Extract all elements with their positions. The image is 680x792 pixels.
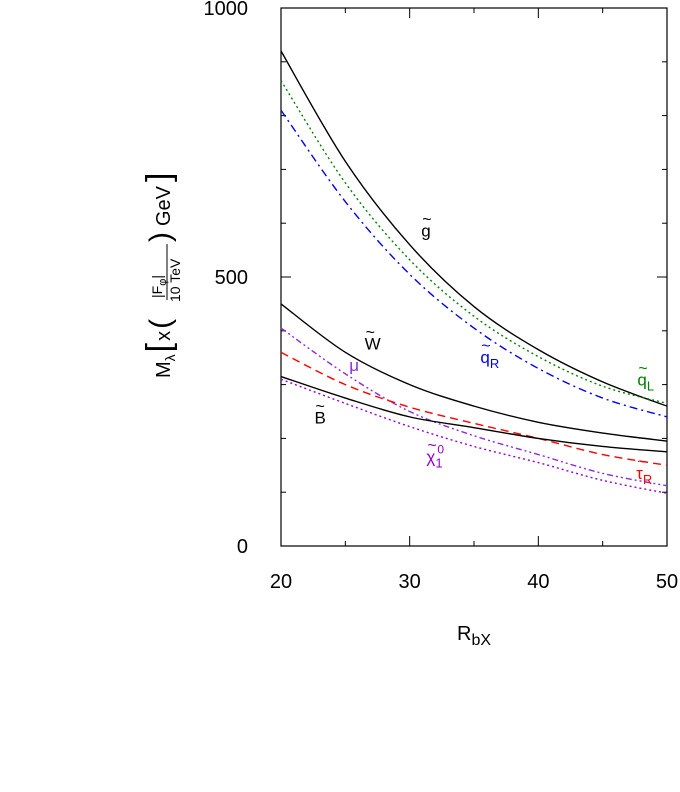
axis-ticks [280,7,668,547]
svg-text:Mλ[x(: Mλ[x( [140,319,178,378]
x-axis-title: RbX [457,623,491,649]
curve-label-accent-3: ~ [366,325,375,342]
curve-label-3: W [365,335,381,354]
svg-text:10 TeV: 10 TeV [167,258,183,302]
x-tick-label: 30 [399,571,421,593]
curves [280,50,668,494]
curve-label-5: τR [636,464,652,487]
x-tick-label: 40 [527,571,549,593]
svg-text:|Fφ|: |Fφ| [149,275,169,298]
x-tick-label: 50 [656,571,678,593]
curve-label-6: B [314,408,325,427]
series-line-3 [280,303,668,442]
curve-label-0: g [421,222,430,241]
curve-label-accent-2: ~ [481,338,490,355]
curve-labels: g~qL~qR~W~μτR~B~χ10~ [314,212,654,487]
y-axis-title: Mλ[x( |Fφ| 10 TeV )GeV] [140,173,183,378]
y-tick-label: 500 [215,267,248,289]
series-line-5 [280,351,668,466]
series-line-0 [280,50,668,407]
curve-label-4: μ [349,356,359,375]
svg-text:)GeV]: )GeV] [140,173,178,242]
curve-label-accent-0: ~ [422,212,431,229]
curve-label-7: χ1 [426,448,442,471]
curve-label-1: qL [637,371,654,394]
curve-label-accent-5: ~ [637,454,646,471]
series-line-4 [280,327,668,487]
curve-label-accent-6: ~ [315,398,324,415]
plot-frame [280,7,668,547]
curve-label-accent-1: ~ [638,361,647,378]
curve-label-sup-7: 0 [437,443,444,457]
y-tick-label: 1000 [204,0,249,20]
series-line-6 [280,375,668,453]
x-tick-label: 20 [270,571,292,593]
curve-label-2: qR [480,348,499,371]
series-line-1 [280,80,668,405]
series-line-2 [280,109,668,418]
curve-label-accent-7: ~ [427,438,436,455]
y-tick-label: 0 [237,536,248,558]
